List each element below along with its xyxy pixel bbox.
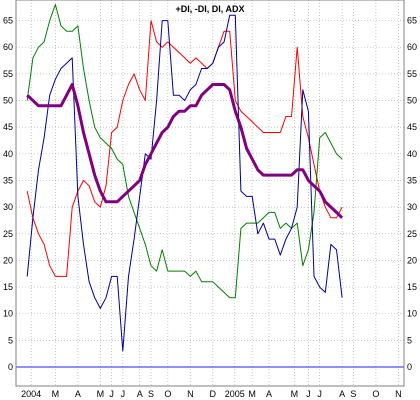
plot-frame: [15, 0, 405, 387]
x-tick-label: J: [109, 389, 114, 399]
y-tick-label-right: 40: [407, 149, 417, 159]
y-tick-label-right: 50: [407, 96, 417, 106]
y-tick-label-left: 45: [3, 122, 13, 132]
x-tick-label: O: [164, 389, 171, 399]
x-tick-label: O: [372, 389, 379, 399]
y-tick-label-right: 0: [407, 362, 412, 372]
x-tick-label: M: [291, 389, 299, 399]
y-tick-label-left: 10: [3, 309, 13, 319]
x-tick-label: M: [248, 389, 256, 399]
x-tick-label: A: [75, 389, 81, 399]
series-line-1: [26, 20, 343, 277]
y-tick-label-left: 50: [3, 96, 13, 106]
y-tick-label-left: 20: [3, 255, 13, 265]
y-tick-label-right: 5: [407, 335, 412, 345]
x-tick-label: J: [317, 389, 322, 399]
x-tick-label: M: [52, 389, 60, 399]
y-tick-label-left: 0: [8, 362, 13, 372]
series-line-2: [26, 4, 343, 299]
x-tick-label: D: [210, 389, 217, 399]
x-tick-label: 2005: [225, 389, 245, 399]
y-tick-labels-left: 0510152025303540455055606570: [3, 16, 13, 372]
y-tick-label-left: 60: [3, 42, 13, 52]
grid-lines: [16, 0, 404, 386]
x-tick-label: S: [148, 389, 154, 399]
y-tick-label-right: 25: [407, 229, 417, 239]
x-tick-label: A: [137, 389, 143, 399]
y-tick-label-right: 65: [407, 16, 417, 26]
series-line-3: [26, 14, 343, 352]
x-tick-label: 2004: [21, 389, 41, 399]
y-tick-label-left: 65: [3, 16, 13, 26]
x-tick-label: M: [97, 389, 105, 399]
y-tick-label-left: 5: [8, 335, 13, 345]
x-tick-labels: 2004 M A M J J A S O N D 2005 M A M J J A S O N: [21, 389, 401, 399]
x-tick-label: S: [350, 389, 356, 399]
y-tick-label-left: 15: [3, 282, 13, 292]
y-tick-label-left: 30: [3, 202, 13, 212]
y-tick-label-right: 45: [407, 122, 417, 132]
x-tick-label: A: [266, 389, 272, 399]
y-tick-label-left: 25: [3, 229, 13, 239]
series-line-4: [26, 83, 344, 219]
y-tick-label-right: 60: [407, 42, 417, 52]
series-lines: [26, 4, 344, 352]
y-tick-label-right: 55: [407, 69, 417, 79]
y-tick-label-right: 15: [407, 282, 417, 292]
x-tick-label: N: [187, 389, 194, 399]
y-tick-labels-right: 0510152025303540455055606570: [407, 16, 417, 372]
y-tick-label-right: 35: [407, 175, 417, 185]
y-tick-label-left: 55: [3, 69, 13, 79]
y-tick-label-left: 35: [3, 175, 13, 185]
x-tick-label: A: [339, 389, 345, 399]
y-tick-label-right: 30: [407, 202, 417, 212]
y-tick-label-left: 40: [3, 149, 13, 159]
y-tick-label-right: 20: [407, 255, 417, 265]
x-tick-label: J: [121, 389, 126, 399]
y-tick-label-right: 10: [407, 309, 417, 319]
x-tick-label: N: [395, 389, 402, 399]
x-tick-label: J: [306, 389, 311, 399]
chart-title: +DI, -DI, DI, ADX: [176, 4, 245, 14]
